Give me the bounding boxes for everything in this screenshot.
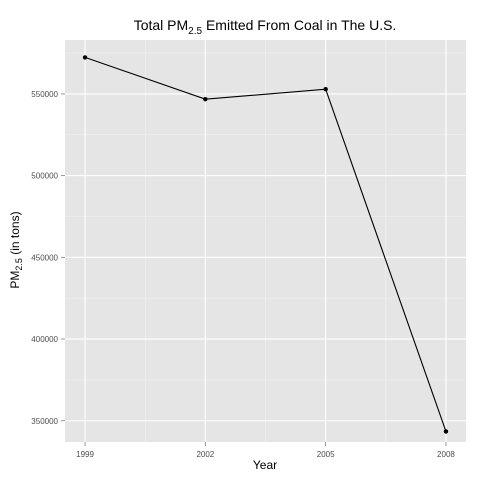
- y-tick-label: 400000: [31, 335, 58, 344]
- data-point: [443, 429, 449, 434]
- minor-gridlines: [65, 40, 466, 442]
- x-axis-title: Year: [253, 458, 277, 472]
- data-series: [82, 55, 449, 434]
- x-tick-label: 1999: [76, 450, 94, 459]
- y-axis-title: PM2.5 (in tons): [8, 211, 24, 288]
- y-tick-label: 550000: [31, 90, 58, 99]
- chart-title: Total PM2.5 Emitted From Coal in The U.S…: [134, 17, 397, 37]
- y-tick-label: 500000: [31, 172, 58, 181]
- x-tick-label: 2005: [317, 450, 335, 459]
- axis-ticks: [61, 93, 447, 446]
- data-point: [323, 87, 328, 92]
- tick-labels: 1999 2002 2005 2008 350000 400000 450000 500000…: [31, 90, 455, 459]
- data-point: [203, 96, 208, 102]
- data-point: [82, 55, 88, 60]
- y-tick-label: 450000: [31, 253, 58, 262]
- x-tick-label: 2008: [437, 450, 455, 459]
- y-tick-label: 350000: [31, 417, 58, 426]
- series-line: [84, 56, 447, 432]
- x-tick-label: 2002: [196, 450, 214, 459]
